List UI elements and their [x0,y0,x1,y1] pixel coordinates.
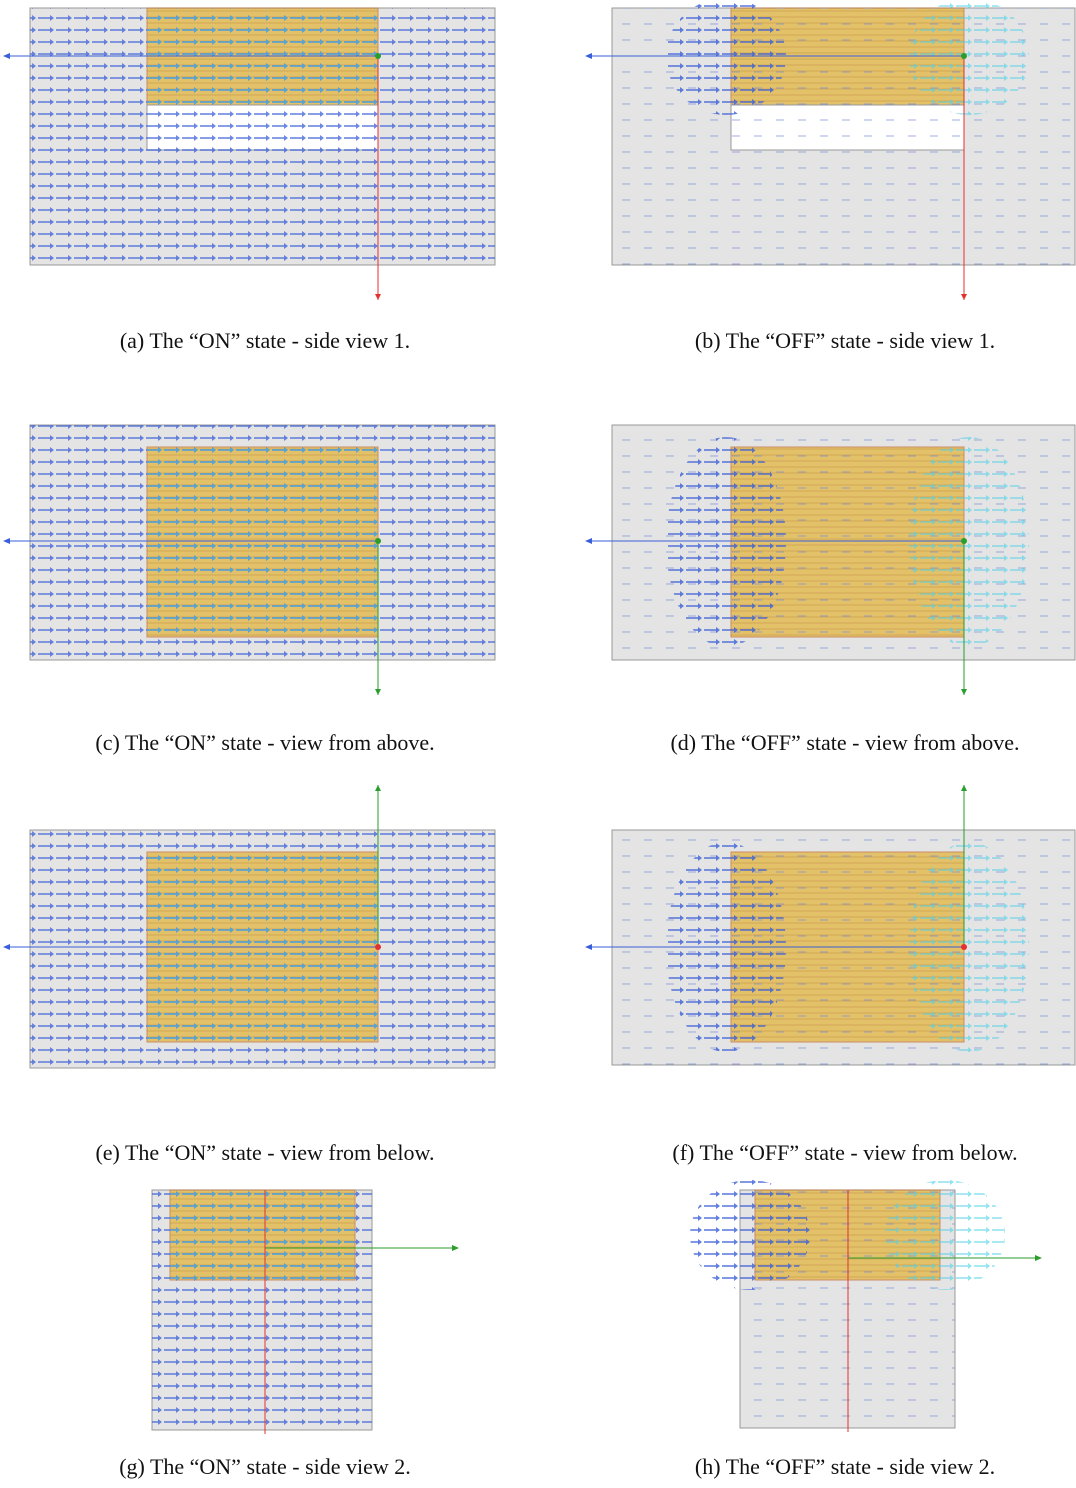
axis-y-head [961,785,967,791]
vortex-left [690,1180,810,1290]
axis-y-head [961,689,967,695]
axis-x-head [3,944,10,950]
caption: (c) The “ON” state - view from above. [95,730,434,755]
panel: (d) The “OFF” state - view from above. [585,425,1075,755]
origin [961,538,967,544]
field-highlight [147,447,378,637]
panel: (e) The “ON” state - view from below. [3,785,495,1165]
vortex-right [909,0,1029,115]
axis-x-head [1035,1255,1042,1261]
figure: (a) The “ON” state - side view 1. (b) The… [0,0,1076,1488]
axis-x-head [585,538,592,544]
axis-x-head [452,1245,459,1251]
vortex-left [666,437,786,647]
axis-y-head [375,785,381,791]
panel: (g) The “ON” state - side view 2. [119,1190,459,1479]
field-highlight [170,1190,355,1280]
caption: (a) The “ON” state - side view 1. [120,328,410,353]
origin [375,53,381,59]
origin [961,944,967,950]
origin [375,944,381,950]
axis-y-head [961,294,967,300]
axis-x-head [3,538,10,544]
caption: (h) The “OFF” state - side view 2. [695,1454,995,1479]
vortex-right [885,1180,1005,1290]
caption: (f) The “OFF” state - view from below. [672,1140,1017,1165]
axis-y-head [375,689,381,695]
panel: (c) The “ON” state - view from above. [3,425,495,755]
axis-x-head [585,53,592,59]
axis-x-head [585,944,592,950]
caption: (d) The “OFF” state - view from above. [670,730,1019,755]
caption: (g) The “ON” state - side view 2. [119,1454,411,1479]
origin [375,538,381,544]
panel: (b) The “OFF” state - side view 1. [585,0,1075,353]
axis-y-head [375,294,381,300]
origin [961,53,967,59]
panel: (a) The “ON” state - side view 1. [3,8,495,353]
vortex-right [909,437,1029,647]
panel: (f) The “OFF” state - view from below. [585,785,1075,1165]
panel: (h) The “OFF” state - side view 2. [690,1180,1042,1479]
axis-x-head [3,53,10,59]
caption: (e) The “ON” state - view from below. [95,1140,434,1165]
caption: (b) The “OFF” state - side view 1. [695,328,995,353]
vortex-left [666,0,786,115]
